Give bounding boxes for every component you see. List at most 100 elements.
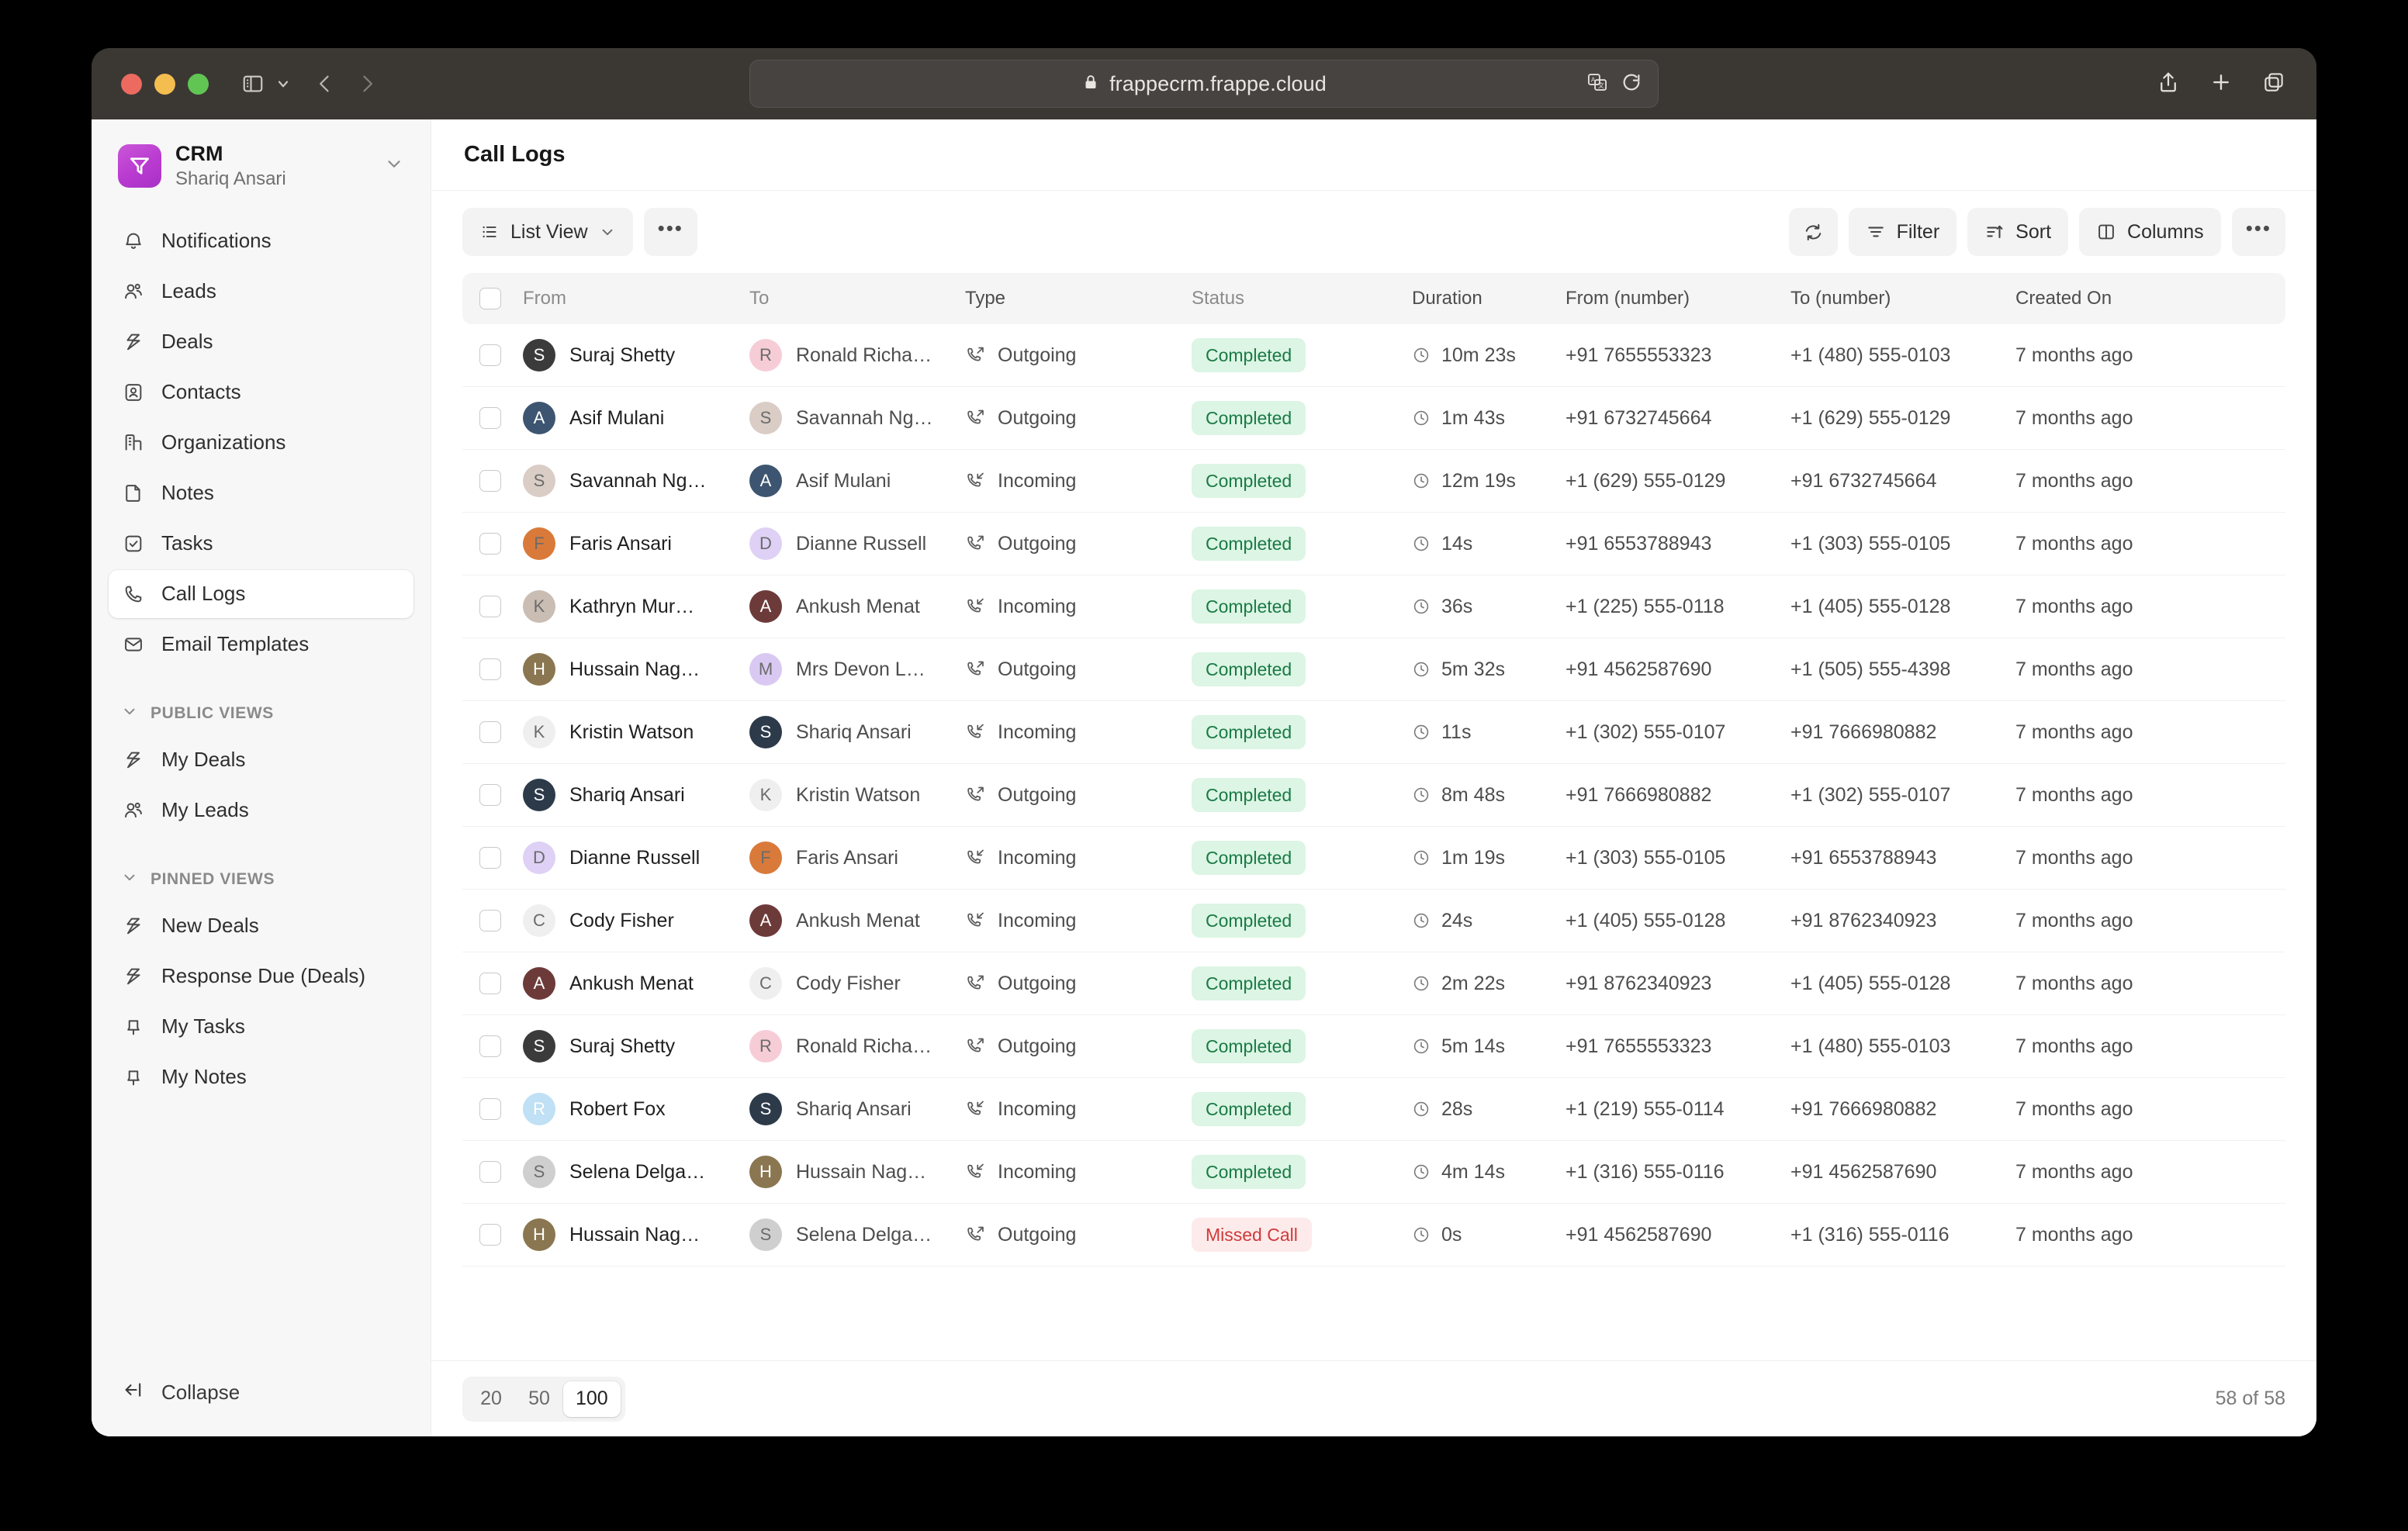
row-checkbox[interactable] [479, 1098, 501, 1120]
cell-type: Outgoing [965, 1224, 1192, 1246]
sidebar-item-new-deals[interactable]: New Deals [109, 902, 413, 950]
sidebar-item-response-due-deals[interactable]: Response Due (Deals) [109, 952, 413, 1001]
section-public-views[interactable]: PUBLIC VIEWS [109, 691, 413, 736]
view-options-button[interactable]: ••• [643, 208, 697, 256]
sidebar-item-notifications[interactable]: Notifications [109, 217, 413, 265]
table-row[interactable]: S Suraj Shetty R Ronald Richa… Outgoing Compl… [462, 324, 2285, 387]
minimize-window-button[interactable] [154, 73, 175, 95]
cell-created-on: 7 months ago [2015, 532, 2133, 555]
type-label: Outgoing [998, 1035, 1077, 1057]
column-header-created-on[interactable]: Created On [2015, 288, 2112, 309]
table-row[interactable]: K Kristin Watson S Shariq Ansari Incoming Com… [462, 701, 2285, 764]
sidebar-item-my-notes[interactable]: My Notes [109, 1053, 413, 1101]
table-row[interactable]: D Dianne Russell F Faris Ansari Incoming Comp… [462, 827, 2285, 890]
row-checkbox[interactable] [479, 596, 501, 617]
sidebar-toggle-chevron-down-icon[interactable] [275, 76, 291, 92]
sidebar-item-label: Deals [161, 330, 213, 354]
sidebar-item-my-deals[interactable]: My Deals [109, 736, 413, 784]
address-bar[interactable]: frappecrm.frappe.cloud A 文 [749, 60, 1659, 108]
sidebar-item-email-templates[interactable]: Email Templates [109, 620, 413, 669]
back-arrow-icon[interactable] [314, 73, 336, 95]
column-header-status[interactable]: Status [1192, 288, 1245, 309]
sidebar-item-notes[interactable]: Notes [109, 469, 413, 517]
sidebar-item-contacts[interactable]: Contacts [109, 368, 413, 416]
cell-from: A Ankush Menat [523, 967, 749, 1000]
plus-icon[interactable] [2209, 71, 2233, 98]
forward-arrow-icon[interactable] [356, 73, 378, 95]
row-checkbox[interactable] [479, 344, 501, 366]
sort-button[interactable]: Sort [1967, 208, 2069, 256]
column-header-from-number[interactable]: From (number) [1566, 288, 1690, 309]
table-row[interactable]: H Hussain Nag… M Mrs Devon L… Outgoing Comple… [462, 638, 2285, 701]
table-row[interactable]: F Faris Ansari D Dianne Russell Outgoing Comp… [462, 513, 2285, 575]
workspace-switcher[interactable]: CRM Shariq Ansari [109, 119, 413, 209]
table-row[interactable]: A Ankush Menat C Cody Fisher Outgoing Complet… [462, 952, 2285, 1015]
column-header-to-number[interactable]: To (number) [1790, 288, 1891, 309]
sidebar-item-leads[interactable]: Leads [109, 268, 413, 316]
page-size-50-button[interactable]: 50 [528, 1388, 550, 1409]
row-checkbox[interactable] [479, 1224, 501, 1246]
sidebar-item-call-logs[interactable]: Call Logs [109, 569, 413, 618]
clock-icon [1412, 534, 1431, 553]
cell-created-on: 7 months ago [2015, 972, 2133, 994]
cell-from: F Faris Ansari [523, 527, 749, 560]
page-size-20-button[interactable]: 20 [480, 1388, 502, 1409]
more-options-button[interactable]: ••• [2231, 208, 2285, 256]
select-all-checkbox[interactable] [479, 288, 501, 309]
table-row[interactable]: R Robert Fox S Shariq Ansari Incoming Complet… [462, 1078, 2285, 1141]
tab-overview-icon[interactable] [2262, 71, 2285, 98]
row-checkbox[interactable] [479, 973, 501, 994]
table-row[interactable]: S Savannah Ng… A Asif Mulani Incoming Complet… [462, 450, 2285, 513]
row-checkbox[interactable] [479, 784, 501, 806]
row-checkbox[interactable] [479, 1161, 501, 1183]
section-pinned-views[interactable]: PINNED VIEWS [109, 857, 413, 902]
page-size-100-button[interactable]: 100 [563, 1381, 621, 1417]
sidebar-item-my-leads[interactable]: My Leads [109, 786, 413, 835]
columns-icon [2096, 222, 2116, 242]
translate-icon[interactable]: A 文 [1586, 71, 1608, 97]
column-header-to[interactable]: To [749, 288, 770, 309]
sidebar-item-organizations[interactable]: Organizations [109, 419, 413, 467]
sidebar-item-tasks[interactable]: Tasks [109, 520, 413, 568]
columns-button[interactable]: Columns [2079, 208, 2221, 256]
cell-from: K Kristin Watson [523, 716, 749, 748]
view-selector-button[interactable]: List View [462, 208, 633, 256]
column-header-from[interactable]: From [523, 288, 566, 309]
sidebar-item-deals[interactable]: Deals [109, 318, 413, 366]
call-outgoing-icon [965, 345, 985, 365]
table-row[interactable]: C Cody Fisher A Ankush Menat Incoming Complet… [462, 890, 2285, 952]
status-badge: Completed [1192, 338, 1306, 372]
sidebar-toggle-icon[interactable] [241, 72, 265, 95]
table-row[interactable]: S Shariq Ansari K Kristin Watson Outgoing Com… [462, 764, 2285, 827]
cell-to-number: +91 8762340923 [1790, 909, 1937, 931]
row-checkbox[interactable] [479, 533, 501, 555]
duration-label: 1m 43s [1441, 406, 1505, 429]
table-row[interactable]: K Kathryn Mur… A Ankush Menat Incoming Comple… [462, 575, 2285, 638]
public-views-list: My Deals My Leads [109, 736, 413, 837]
refresh-button[interactable] [1788, 208, 1838, 256]
share-icon[interactable] [2157, 71, 2180, 98]
row-checkbox[interactable] [479, 721, 501, 743]
cell-to: S Selena Delga… [749, 1218, 965, 1251]
column-header-duration[interactable]: Duration [1412, 288, 1483, 309]
column-header-type[interactable]: Type [965, 288, 1006, 309]
table-row[interactable]: S Suraj Shetty R Ronald Richa… Outgoing Compl… [462, 1015, 2285, 1078]
sidebar-item-my-tasks[interactable]: My Tasks [109, 1003, 413, 1051]
table-row[interactable]: A Asif Mulani S Savannah Ng… Outgoing Complet… [462, 387, 2285, 450]
filter-button[interactable]: Filter [1848, 208, 1957, 256]
close-window-button[interactable] [121, 73, 142, 95]
reload-icon[interactable] [1621, 71, 1642, 97]
table-row[interactable]: S Selena Delga… H Hussain Nag… Incoming Compl… [462, 1141, 2285, 1204]
row-checkbox[interactable] [479, 847, 501, 869]
chevron-down-icon[interactable] [384, 154, 404, 178]
row-checkbox[interactable] [479, 1035, 501, 1057]
row-checkbox[interactable] [479, 407, 501, 429]
task-check-icon [121, 531, 146, 556]
row-checkbox[interactable] [479, 910, 501, 931]
maximize-window-button[interactable] [188, 73, 209, 95]
table-row[interactable]: H Hussain Nag… S Selena Delga… Outgoing Misse… [462, 1204, 2285, 1267]
row-checkbox[interactable] [479, 470, 501, 492]
row-checkbox[interactable] [479, 658, 501, 680]
cell-from: S Savannah Ng… [523, 465, 749, 497]
collapse-sidebar-button[interactable]: Collapse [109, 1368, 413, 1416]
